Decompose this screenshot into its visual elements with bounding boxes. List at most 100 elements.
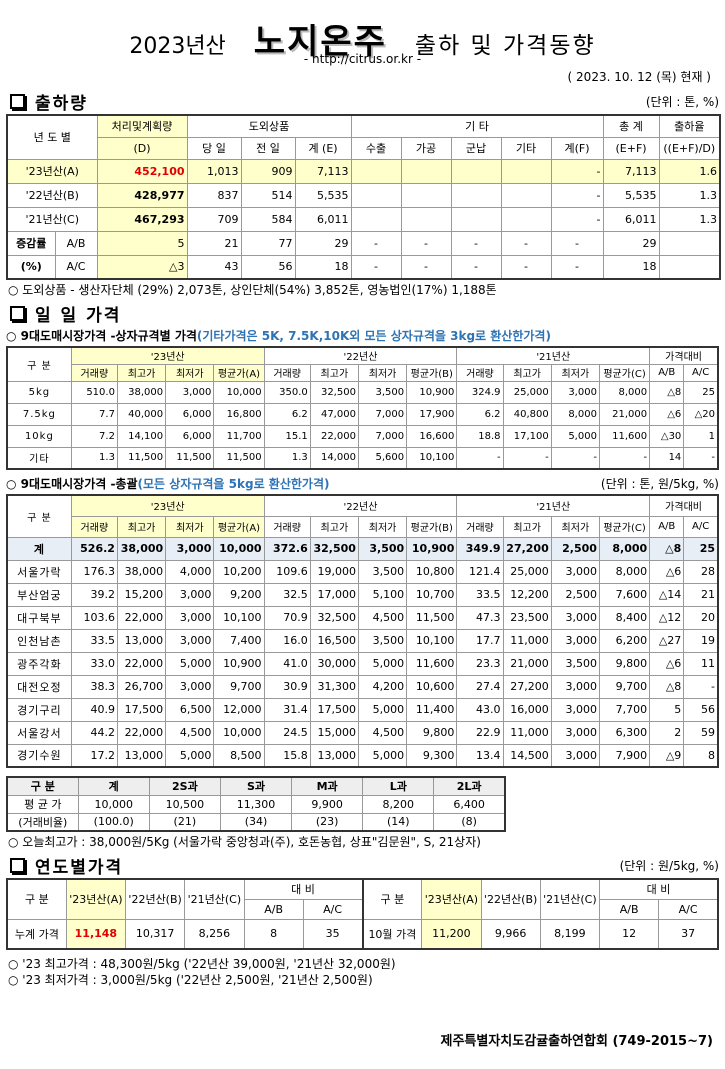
cell: 22,000 [116, 720, 167, 745]
row-label: 대구북부 [6, 605, 72, 630]
cell: 121.4 [456, 559, 504, 584]
cell: △14 [649, 582, 685, 607]
section-heading: 연도별가격 (단위 : 원/5kg, %) [6, 852, 719, 878]
cell: 7,113 [294, 158, 352, 184]
cell: 5,535 [294, 182, 352, 208]
cell: - [550, 158, 604, 184]
cell: 3,000 [165, 536, 215, 561]
cell: 33.0 [70, 651, 118, 676]
cell: 4,200 [357, 674, 408, 699]
cell: - [350, 254, 402, 280]
header-cell: A/B [598, 898, 660, 920]
cell: 29 [602, 230, 660, 256]
cell: (14) [362, 812, 435, 832]
cell: 1.3 [658, 182, 721, 208]
cell [500, 158, 552, 184]
url: - http://citrus.or.kr - [303, 52, 422, 66]
cell: 31.4 [263, 697, 311, 722]
cell: 1 [683, 424, 719, 448]
cell [400, 206, 452, 232]
row-label: 누계 가격 [6, 918, 67, 950]
cell: 16,800 [213, 402, 265, 426]
cell: 510.0 [70, 380, 118, 404]
cell: 16,000 [502, 697, 552, 722]
header-cell: 최저가 [165, 363, 215, 382]
row: 경기구리 40.9 17,500 6,500 12,000 31.4 17,500 5,000… [6, 697, 719, 722]
footer: 제주특별자치도감귤출하연합회 (749-2015~7) [440, 1034, 713, 1049]
cell [350, 182, 402, 208]
header-cell: 계 (E) [294, 136, 352, 160]
cell: (23) [291, 812, 364, 832]
row-label: 경기구리 [6, 697, 72, 722]
cell: 5,000 [357, 697, 408, 722]
cell [350, 206, 402, 232]
header-cell: 2L과 [433, 776, 506, 796]
row-label: 5kg [6, 380, 72, 404]
header-cell: 최저가 [357, 515, 408, 538]
unit: (단위 : 톤, 원/5kg, %) [600, 477, 719, 491]
cell: 27.4 [456, 674, 504, 699]
cell: - [456, 446, 504, 470]
cell: 43.0 [456, 697, 504, 722]
cell: 29 [294, 230, 352, 256]
cell: 15.1 [263, 424, 311, 448]
cell: 12,200 [502, 582, 552, 607]
header-cell: 구 분 [361, 878, 423, 920]
cell: 9,200 [213, 582, 265, 607]
cell: - [350, 230, 402, 256]
year: 2023년산 [129, 34, 226, 59]
cell: 38,000 [116, 536, 167, 561]
cell: 3,000 [550, 697, 600, 722]
cell: 3,000 [550, 605, 600, 630]
group-label: 증감률 [6, 230, 56, 256]
header-cell: (D) [96, 136, 188, 160]
cell: 27,200 [502, 674, 552, 699]
cell: 11,200 [421, 918, 482, 950]
cell: - [550, 182, 604, 208]
row: 광주각화 33.0 22,000 5,000 10,900 41.0 30,000 5,000… [6, 651, 719, 676]
cell: △6 [649, 559, 685, 584]
title: 일 일 가격 [35, 305, 122, 326]
header-cell: 최저가 [550, 363, 600, 382]
header-cell: '22년산 [263, 494, 458, 517]
cell: - [598, 446, 651, 470]
header-cell: '22년산 [263, 346, 458, 365]
row: 5kg 510.0 38,000 3,000 10,000 350.0 32,500 3,50… [6, 380, 719, 404]
note: ○ '23 최저가격 : 3,000원/5kg ('22년산 2,500원, '… [8, 973, 373, 987]
row: 거래량 최고가 최저가 평균가(A) 거래량 최고가 최저가 평균가(B) 거래량 최고가 최저가 평… [7, 363, 719, 382]
cell: 25,000 [502, 559, 552, 584]
row-label: '23년산(A) [6, 158, 98, 184]
cell: 23.3 [456, 651, 504, 676]
cell: 6,200 [598, 628, 651, 653]
summary-price-table: 구 분 '23년산 '22년산 '21년산 가격대비 거래량 최고가 최저가 평균가(A) 거래량… [6, 494, 719, 768]
cell: 13,000 [116, 743, 167, 768]
cell: △6 [649, 402, 685, 426]
header-cell: A/C [683, 515, 719, 538]
cell: - [683, 446, 719, 470]
cell: 8 [683, 743, 719, 768]
cell: 39.2 [70, 582, 118, 607]
cell: 5,535 [602, 182, 660, 208]
row: 평 균 가 10,000 10,500 11,300 9,900 8,200 6,400 [6, 794, 506, 814]
header-cell: 평균가(A) [213, 515, 265, 538]
cell: △20 [683, 402, 719, 426]
header-cell: A/B [243, 898, 304, 920]
cell: (21) [148, 812, 221, 832]
row: '23년산(A) 452,100 1,013 909 7,113-7,113 1.6 [6, 158, 721, 184]
cell: 6,011 [602, 206, 660, 232]
cell: 18 [294, 254, 352, 280]
cell: 10,000 [77, 794, 150, 814]
cell: 6.2 [263, 402, 311, 426]
header-cell: 최고가 [502, 515, 552, 538]
cell: 3,000 [550, 380, 600, 404]
cell: 22.9 [456, 720, 504, 745]
header-cell: M과 [291, 776, 364, 796]
cell: - [400, 230, 452, 256]
cell: 14 [649, 446, 685, 470]
cell: 16,600 [406, 424, 458, 448]
cell: 10,900 [406, 536, 458, 561]
cell [400, 158, 452, 184]
title: 출하량 [35, 93, 88, 114]
cell: 1.3 [70, 446, 118, 470]
cell: 3,000 [550, 720, 600, 745]
